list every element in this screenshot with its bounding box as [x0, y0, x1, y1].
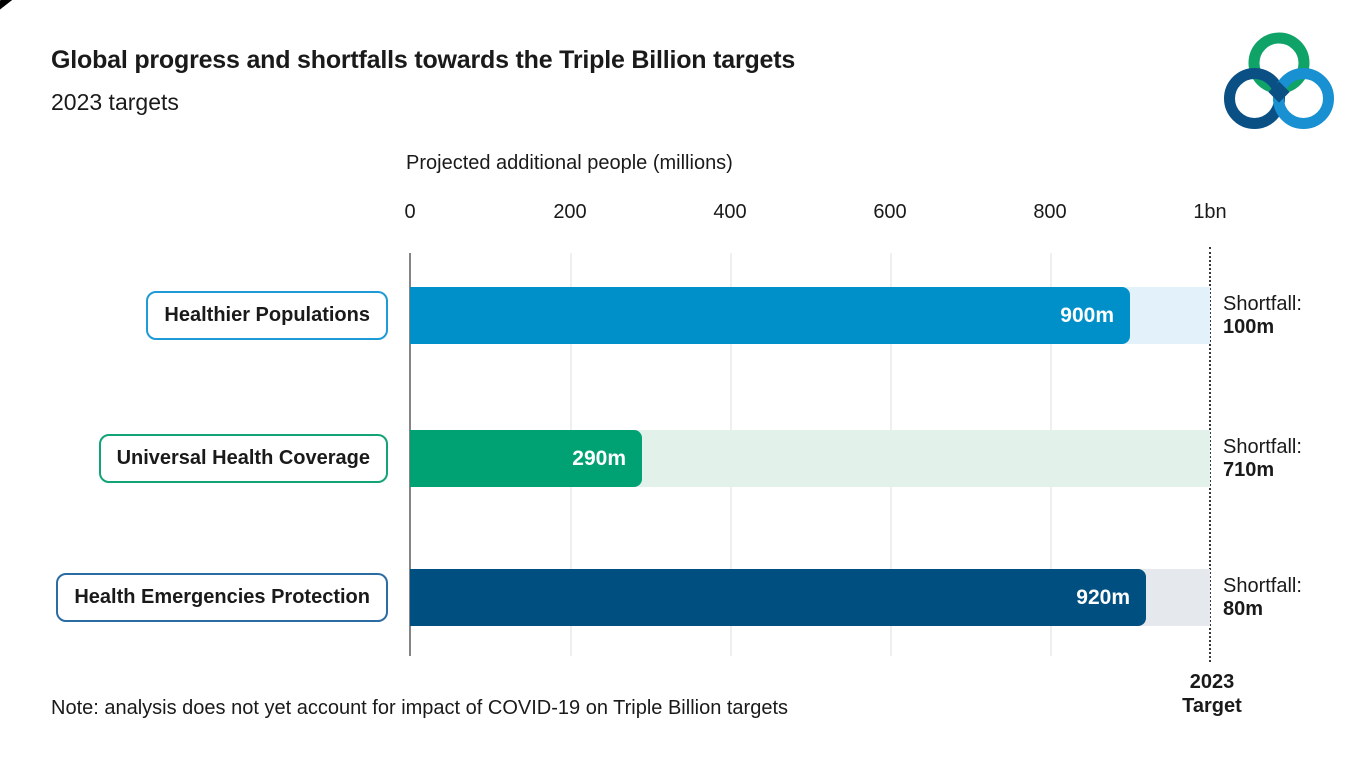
shortfall-annotation: Shortfall: 100m	[1223, 287, 1363, 344]
bar-track: 290m	[410, 430, 1210, 487]
tick-label-200: 200	[553, 201, 587, 223]
shortfall-annotation: Shortfall: 80m	[1223, 569, 1363, 626]
bar-value-label: 290m	[572, 447, 626, 470]
category-label: Health Emergencies Protection	[74, 586, 370, 608]
triple-billion-logo-icon	[1224, 32, 1334, 129]
bar-row-healthier-populations: Healthier Populations 900m Shortfall: 10…	[0, 287, 1366, 344]
page-title: Global progress and shortfalls towards t…	[51, 46, 796, 74]
bar-value-label: 900m	[1060, 304, 1114, 327]
tick-label-400: 400	[713, 201, 747, 223]
shortfall-value: 710m	[1223, 458, 1275, 481]
category-label-box: Health Emergencies Protection	[56, 573, 388, 622]
category-label-box: Universal Health Coverage	[98, 434, 388, 483]
bar: 920m	[410, 569, 1146, 626]
tick-label-600: 600	[873, 201, 907, 223]
target-year-line2: Target	[1182, 695, 1242, 717]
tick-label-0: 0	[404, 201, 416, 223]
target-year-line1: 2023	[1189, 671, 1235, 693]
footnote: Note: analysis does not yet account for …	[51, 697, 789, 719]
shortfall-prefix: Shortfall:	[1223, 292, 1302, 315]
bar-track: 900m	[410, 287, 1210, 344]
corner-mark	[0, 0, 27, 10]
page-subtitle: 2023 targets	[51, 89, 179, 115]
x-axis-title: Projected additional people (millions)	[406, 152, 733, 174]
shortfall-value: 100m	[1223, 315, 1275, 338]
x-axis-ticks: 0 200 400 600 800 1bn	[404, 201, 1226, 225]
shortfall-annotation: Shortfall: 710m	[1223, 430, 1363, 487]
bar: 290m	[410, 430, 642, 487]
shortfall-prefix: Shortfall:	[1223, 435, 1302, 458]
tick-label-800: 800	[1033, 201, 1067, 223]
category-label-box: Healthier Populations	[146, 291, 388, 340]
bar-value-label: 920m	[1076, 586, 1130, 609]
shortfall-value: 80m	[1223, 597, 1264, 620]
target-year-label: 2023 Target	[1150, 670, 1274, 718]
bar-row-universal-health-coverage: Universal Health Coverage 290m Shortfall…	[0, 430, 1366, 487]
target-dotted-line	[1209, 247, 1211, 662]
bar-row-health-emergencies-protection: Health Emergencies Protection 920m Short…	[0, 569, 1366, 626]
bar: 900m	[410, 287, 1130, 344]
category-label: Universal Health Coverage	[116, 447, 370, 469]
tick-label-1bn: 1bn	[1193, 201, 1227, 223]
shortfall-prefix: Shortfall:	[1223, 574, 1302, 597]
bar-track: 920m	[410, 569, 1210, 626]
category-label: Healthier Populations	[164, 304, 370, 326]
